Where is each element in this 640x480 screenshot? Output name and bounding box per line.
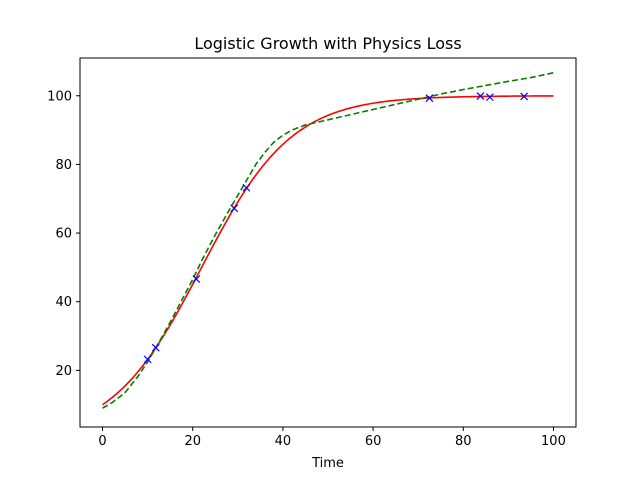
data-point-marker <box>230 204 239 213</box>
series-line-solid <box>102 95 554 406</box>
data-point-marker <box>476 92 485 101</box>
x-tick-label: 100 <box>541 434 566 449</box>
data-point-marker <box>192 275 201 283</box>
data-point-marker <box>151 343 160 352</box>
x-tick-label: 0 <box>98 434 106 449</box>
data-point-marker <box>242 183 251 192</box>
y-tick-label: 20 <box>55 364 72 379</box>
x-axis-label: Time <box>311 456 344 471</box>
y-tick-label: 80 <box>55 158 72 173</box>
y-tick-label: 60 <box>55 227 72 242</box>
y-axis: 20 40 60 80 100 <box>47 89 80 379</box>
chart-title: Logistic Growth with Physics Loss <box>194 34 461 53</box>
data-point-marker <box>520 92 529 101</box>
x-tick-label: 60 <box>365 434 382 449</box>
data-point-marker <box>485 93 494 102</box>
x-tick-label: 20 <box>184 434 201 449</box>
x-tick-label: 80 <box>455 434 472 449</box>
data-point-marker <box>143 355 152 364</box>
x-tick-label: 40 <box>275 434 292 449</box>
plot-area <box>102 71 554 409</box>
x-axis: 0 20 40 60 80 100 <box>98 427 566 449</box>
y-tick-label: 100 <box>47 89 72 104</box>
data-point-marker <box>425 94 434 103</box>
y-tick-label: 40 <box>55 295 72 310</box>
plot-frame <box>79 57 577 428</box>
